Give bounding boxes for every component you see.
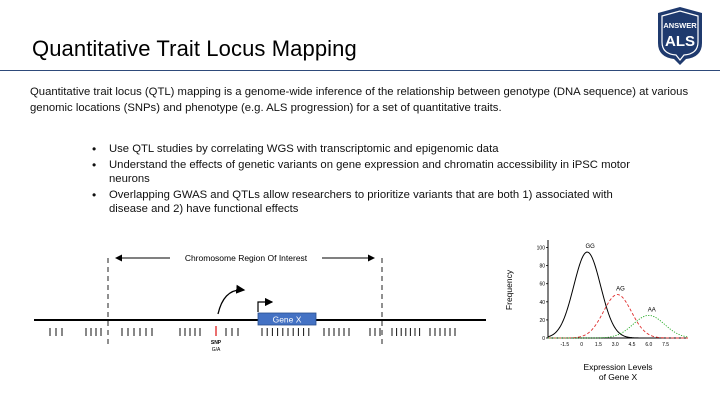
gene-label: Gene X (273, 315, 302, 325)
title-divider (0, 70, 720, 71)
y-axis-label: Frequency (504, 269, 514, 310)
x-tick-label: -1.5 (560, 342, 569, 348)
transcription-arrow (257, 297, 274, 312)
y-tick-label: 40 (539, 300, 545, 306)
series-label-aa: AA (648, 307, 656, 313)
series-curve-aa (548, 314, 689, 339)
y-tick-label: 100 (537, 246, 546, 252)
region-label: Chromosome Region Of Interest (185, 253, 308, 263)
series-curve-ag (548, 294, 688, 339)
x-tick-label: 3.0 (612, 342, 619, 348)
x-axis: -1.5 0 1.5 3.0 4.5 6.0 7.5 (548, 337, 688, 348)
x-tick-label: 7.5 (662, 342, 669, 348)
slide-title: Quantitative Trait Locus Mapping (32, 36, 357, 61)
series-curves (547, 251, 689, 339)
gene-box (257, 312, 317, 326)
series-curve-gg (547, 251, 688, 339)
chromosome-diagram: Chromosome Region Of Interest Gene X SNP… (34, 253, 486, 353)
marker-ticks (49, 328, 456, 336)
expression-frequency-chart: 0 20 40 60 80 100 -1.5 0 1.5 3.0 4.5 6.0 7.5 GG AG AA… (504, 240, 689, 382)
x-tick-label: 0 (580, 342, 583, 348)
series-labels: GG AG AA (586, 244, 656, 313)
logo-shield-shape (658, 7, 702, 65)
series-label-ag: AG (616, 287, 625, 293)
snp-alleles: G/A (212, 347, 221, 353)
regulation-arrow (217, 284, 246, 315)
bullet-item: Overlapping GWAS and QTLs allow research… (92, 188, 652, 217)
answer-als-logo: ANSWER ALS (658, 7, 702, 65)
x-tick-label: 4.5 (629, 342, 636, 348)
intro-paragraph: Quantitative trait locus (QTL) mapping i… (30, 86, 689, 114)
logo-text-main: ALS (665, 33, 695, 50)
x-axis-label: Expression Levels of Gene X (584, 362, 653, 382)
y-tick-label: 80 (539, 264, 545, 270)
bullet-item: Understand the effects of genetic varian… (92, 158, 652, 187)
snp-label: SNP (211, 340, 222, 346)
bullet-list: Use QTL studies by correlating WGS with … (92, 142, 652, 218)
logo-text-top: ANSWER (663, 21, 697, 30)
bullet-item: Use QTL studies by correlating WGS with … (92, 142, 652, 157)
y-tick-label: 20 (539, 318, 545, 324)
x-tick-label: 6.0 (645, 342, 652, 348)
y-tick-label: 0 (542, 336, 545, 342)
series-label-gg: GG (586, 244, 596, 250)
y-tick-label: 60 (539, 282, 545, 288)
y-axis: 0 20 40 60 80 100 (537, 240, 549, 342)
x-tick-label: 1.5 (595, 342, 602, 348)
